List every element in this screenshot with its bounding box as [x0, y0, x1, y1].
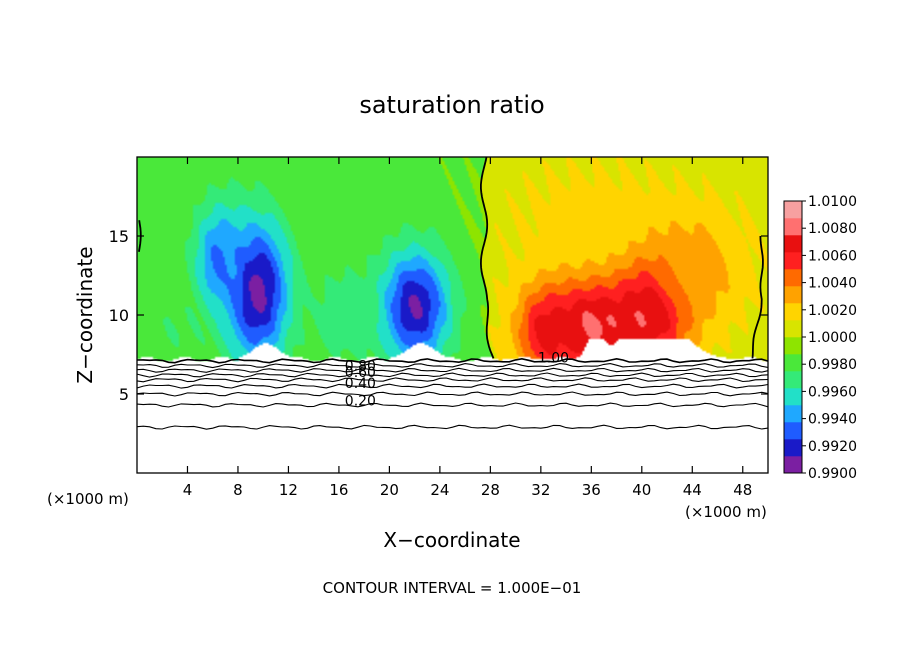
contour-line	[137, 372, 768, 378]
x-axis-label: X−coordinate	[383, 528, 520, 552]
colorbar-label: 1.0080	[808, 221, 857, 237]
x-tick-label: 28	[481, 481, 500, 499]
contour-labels: 0.800.600.400.20 1.00	[345, 351, 569, 410]
chart-title: saturation ratio	[359, 91, 544, 119]
contour-label: 0.60	[345, 365, 376, 381]
x-tick-label: 36	[582, 481, 601, 499]
colorbar	[783, 200, 803, 474]
colorbar-segment	[784, 303, 802, 321]
colorbar-segment	[784, 405, 802, 423]
x-unit-label-left: (×1000 m)	[47, 490, 129, 508]
contour-interval-footer: CONTOUR INTERVAL = 1.000E−01	[323, 579, 582, 597]
colorbar-label: 1.0040	[808, 276, 857, 292]
contour-label: 1.00	[538, 351, 569, 367]
colorbar-segment	[784, 201, 802, 219]
contour-line	[137, 391, 768, 397]
colorbar-label: 0.9940	[808, 412, 857, 428]
contour-line	[137, 402, 768, 408]
colorbar-segment	[784, 388, 802, 406]
x-tick-label: 8	[233, 481, 243, 499]
colorbar-segment	[784, 252, 802, 270]
contour-1-00-mid	[479, 157, 495, 359]
colorbar-label: 1.0000	[808, 330, 857, 346]
x-tick-label: 44	[683, 481, 702, 499]
x-unit-label-right: (×1000 m)	[685, 503, 767, 521]
contour-label: 0.80	[345, 359, 376, 375]
colorbar-segment	[784, 371, 802, 389]
x-tick-label: 12	[279, 481, 298, 499]
contour-1-00-right	[751, 235, 764, 359]
contour-line	[137, 383, 768, 389]
colorbar-segment	[784, 422, 802, 440]
colorbar-label: 0.9980	[808, 357, 857, 373]
y-tick-label: 15	[109, 227, 129, 246]
contour-line	[137, 363, 768, 369]
y-tick-label: 5	[119, 385, 129, 404]
y-axis-label: Z−coordinate	[73, 246, 97, 383]
contour-label: 0.40	[345, 376, 376, 392]
contour-line	[137, 424, 768, 430]
contour-lines	[137, 357, 768, 430]
x-tick-label: 40	[632, 481, 651, 499]
colorbar-label: 0.9960	[808, 384, 857, 400]
x-tick-label: 20	[380, 481, 399, 499]
colorbar-segment	[784, 337, 802, 355]
colorbar-label: 0.9920	[808, 439, 857, 455]
colorbar-segment	[784, 354, 802, 372]
x-tick-label: 4	[183, 481, 193, 499]
contour-line	[137, 377, 768, 383]
colorbar-label: 1.0020	[808, 303, 857, 319]
contour-line	[137, 367, 768, 373]
contour-line	[137, 357, 768, 364]
colorbar-segment	[784, 269, 802, 287]
x-tick-label: 32	[531, 481, 550, 499]
x-tick-label: 16	[329, 481, 348, 499]
colorbar-segment	[784, 218, 802, 236]
plot-area: 0.800.600.400.20 1.00	[136, 156, 769, 474]
contour-label: 0.20	[345, 393, 376, 409]
x-tick-label: 48	[733, 481, 752, 499]
colorbar-labels: 1.0100 1.0080 1.0060 1.0040 1.0020 1.0000 0.99…	[802, 194, 857, 482]
x-tick-label: 24	[430, 481, 449, 499]
colorbar-segment	[784, 235, 802, 253]
colorbar-label: 1.0100	[808, 194, 857, 210]
colorbar-label: 0.9900	[808, 466, 857, 482]
y-axis-ticks: 5 10 15	[109, 227, 768, 404]
colorbar-segment	[784, 320, 802, 338]
saturation-field	[137, 157, 768, 473]
y-tick-label: 10	[109, 306, 129, 325]
colorbar-label: 1.0060	[808, 248, 857, 264]
x-axis-ticks: 4 8 12 16 20 24 28 32 36 40 44 48	[183, 157, 752, 499]
colorbar-segment	[784, 439, 802, 457]
colorbar-segment	[784, 286, 802, 304]
colorbar-segment	[784, 456, 802, 474]
